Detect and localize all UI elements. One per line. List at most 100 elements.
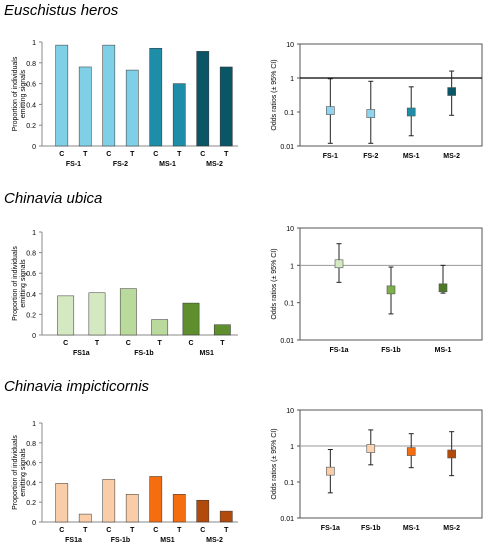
odds-point (447, 449, 456, 459)
bar-y-tick-label: 0.6 (26, 82, 36, 89)
bar-category-label: T (130, 527, 135, 534)
panel-title-impicticornis: Chinavia impicticornis (4, 378, 150, 395)
odds-x-tick-label: MS-2 (443, 525, 460, 532)
odds-x-tick-label: FS-1a (329, 347, 348, 354)
bar-category-label: C (59, 151, 64, 158)
odds-x-tick-label: MS-1 (403, 525, 420, 532)
odds-y-tick-label: 0.01 (280, 338, 294, 345)
bar-group-label: MS1 (199, 350, 214, 357)
bar-group-label: FS-1b (134, 350, 153, 357)
bar-group-label: FS1a (73, 350, 90, 357)
bar-category-label: T (83, 151, 88, 158)
bar-y-axis-label: Proportion of individualsemitting signal… (12, 56, 27, 131)
bar (125, 69, 139, 147)
odds-y-tick-label: 0.01 (280, 516, 294, 523)
odds-point (326, 466, 335, 476)
bar (172, 83, 186, 147)
bar-y-tick-label: 0.4 (26, 292, 36, 299)
bar (151, 319, 169, 336)
bar-y-tick-label: 0.4 (26, 480, 36, 487)
bar-y-tick-label: 0.6 (26, 461, 36, 468)
bar (102, 479, 116, 523)
bar-category-label: T (95, 340, 100, 347)
odds-point (366, 109, 376, 118)
bar-group-label: FS1a (65, 537, 82, 544)
odds-x-tick-label: FS-1a (321, 525, 340, 532)
bar-y-tick-label: 0.2 (26, 123, 36, 130)
bar-group-label: FS-1b (111, 537, 130, 544)
bar-group-label: MS-2 (206, 537, 223, 544)
bar-y-tick-label: 0.6 (26, 271, 36, 278)
bar-category-label: C (106, 151, 111, 158)
odds-y-tick-label: 10 (286, 42, 294, 49)
bar-category-label: C (153, 151, 158, 158)
odds-point (447, 87, 456, 96)
bar (219, 66, 233, 147)
bar-group-label: MS1 (160, 537, 175, 544)
odds-x-tick-label: MS-2 (443, 153, 460, 160)
odds-x-tick-label: MS-1 (403, 153, 420, 160)
odds-point (386, 285, 396, 295)
bar-y-tick-label: 1 (32, 230, 36, 237)
bar-category-label: T (224, 151, 229, 158)
odds-x-tick-label: FS-1b (361, 525, 380, 532)
bar-y-tick-label: 0.8 (26, 61, 36, 68)
odds-x-tick-label: MS-1 (435, 347, 452, 354)
bar-y-axis-label: Proportion of individualsemitting signal… (12, 246, 27, 321)
odds-plot-frame (299, 43, 483, 147)
bar-y-tick-label: 0.8 (26, 251, 36, 258)
bar-category-label: C (126, 340, 131, 347)
bar-y-tick-label: 0.2 (26, 500, 36, 507)
bar-y-tick-label: 0.4 (26, 102, 36, 109)
bar-category-label: C (153, 527, 158, 534)
bar-category-label: C (188, 340, 193, 347)
bar (78, 66, 92, 147)
bar (149, 476, 163, 523)
bar-category-label: C (63, 340, 68, 347)
bar-y-tick-label: 1 (32, 40, 36, 47)
odds-y-tick-label: 10 (286, 226, 294, 233)
bar (55, 44, 69, 147)
bar-y-axis-label: Proportion of individualsemitting signal… (12, 435, 27, 510)
bar-y-tick-label: 1 (32, 421, 36, 428)
bar-group-label: FS-2 (113, 161, 128, 168)
bar (149, 47, 163, 147)
odds-y-tick-label: 1 (290, 444, 294, 451)
bar-y-tick-label: 0 (32, 144, 36, 151)
bar-group-label: FS-1 (66, 161, 81, 168)
bar-group-label: MS-2 (206, 161, 223, 168)
odds-point (326, 106, 335, 115)
bar-y-tick-label: 0.8 (26, 441, 36, 448)
bar-category-label: T (220, 340, 225, 347)
bar (213, 324, 231, 336)
bar-category-label: C (200, 151, 205, 158)
bar (102, 44, 116, 147)
bar-group-label: MS-1 (159, 161, 176, 168)
bar (57, 295, 75, 336)
bar-y-tick-label: 0.2 (26, 312, 36, 319)
panel-title-ubica: Chinavia ubica (4, 190, 103, 207)
odds-point (334, 259, 344, 269)
bar (182, 302, 200, 336)
bar (78, 513, 92, 523)
bar-category-label: T (224, 527, 229, 534)
bar (172, 494, 186, 523)
odds-x-tick-label: FS-2 (363, 153, 378, 160)
bar (88, 292, 106, 336)
odds-y-tick-label: 0.1 (284, 110, 294, 117)
bar (219, 510, 233, 523)
odds-y-tick-label: 1 (290, 76, 294, 83)
bar-category-label: T (130, 151, 135, 158)
odds-point (366, 444, 376, 453)
odds-point (406, 447, 416, 456)
odds-plot-frame (299, 227, 483, 341)
odds-point (438, 283, 448, 293)
odds-y-axis-label: Odds ratios (± 95% CI) (271, 248, 278, 319)
panel-title-euschistus: Euschistus heros (4, 2, 119, 19)
bar (55, 483, 69, 523)
bar-category-label: C (106, 527, 111, 534)
bar-category-label: C (59, 527, 64, 534)
odds-y-tick-label: 0.1 (284, 480, 294, 487)
odds-x-tick-label: FS-1 (323, 153, 338, 160)
